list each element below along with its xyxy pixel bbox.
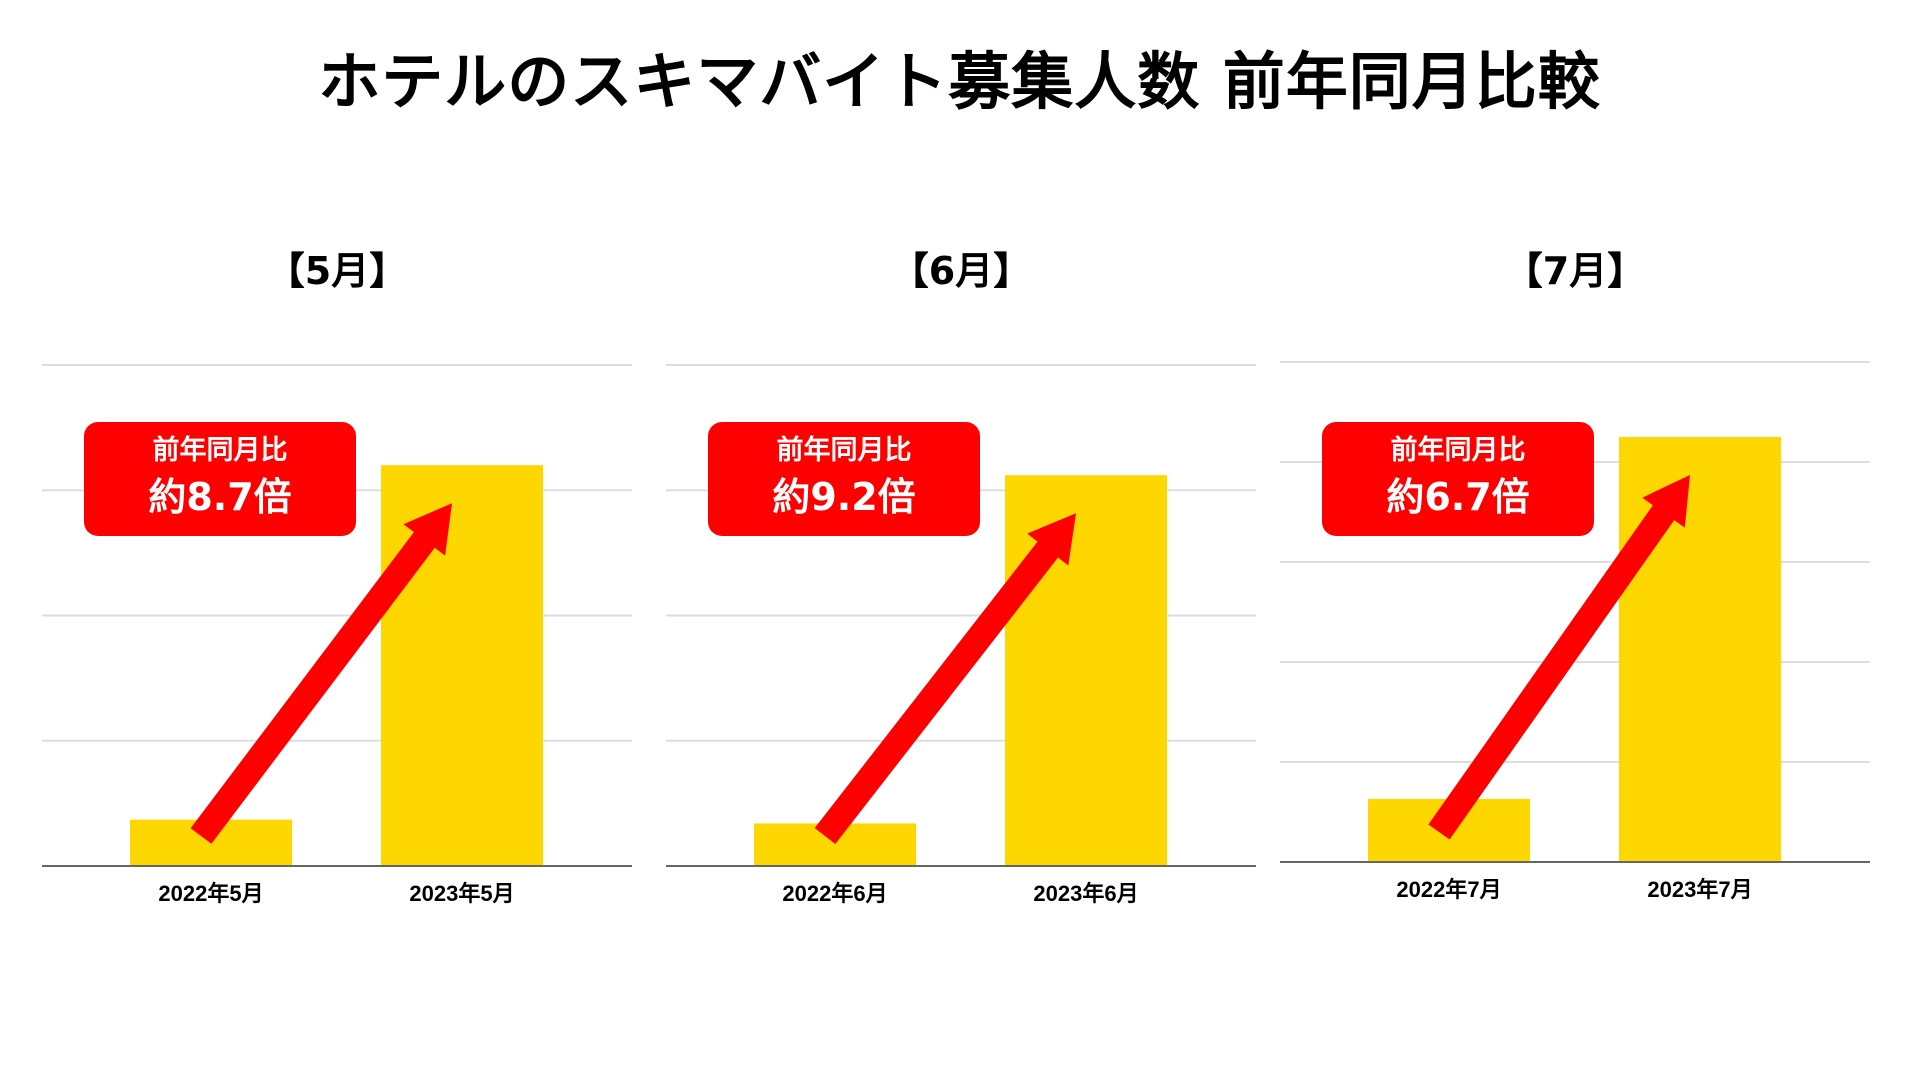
growth-arrow (814, 513, 1076, 844)
x-tick-label: 2022年6月 (782, 881, 887, 906)
bar-chart: 2022年6月 2023年6月 (666, 364, 1256, 906)
chart-panel-june: 【6月】 2022年6月 2023年6月 前年同月比 約9.2倍 (666, 0, 1256, 1080)
yoy-ratio-badge: 前年同月比 約6.7倍 (1322, 422, 1594, 536)
x-tick-label: 2023年6月 (1033, 881, 1138, 906)
page-title: ホテルのスキマバイト募集人数 前年同月比較 (318, 45, 1601, 118)
chart-panel-may: 【5月】 2022年5月 2023年5月 前年同月比 約8.7倍 (42, 0, 632, 1080)
growth-arrow (1428, 475, 1690, 840)
x-tick-label: 2023年7月 (1647, 877, 1752, 902)
chart-panel-july: 【7月】 2022年7月 2023年7月 前年同月比 約6.7倍 (1280, 0, 1870, 1080)
bar-chart: 2022年7月 2023年7月 (1280, 361, 1870, 902)
bar (1619, 437, 1781, 862)
badge-value: 約9.2倍 (772, 475, 916, 519)
x-tick-label: 2022年5月 (158, 881, 263, 906)
chart-title: 【5月】 (266, 249, 408, 293)
badge-value: 約6.7倍 (1386, 475, 1530, 519)
bar-chart: 2022年5月 2023年5月 (42, 364, 632, 906)
yoy-ratio-badge: 前年同月比 約8.7倍 (84, 422, 356, 536)
badge-value: 約8.7倍 (148, 475, 292, 519)
x-tick-label: 2023年5月 (409, 881, 514, 906)
chart-title: 【7月】 (1504, 249, 1646, 293)
growth-arrow (190, 503, 452, 844)
bar (381, 465, 543, 866)
badge-label: 前年同月比 (152, 435, 288, 466)
badge-label: 前年同月比 (1390, 435, 1526, 466)
bar (1005, 475, 1167, 866)
yoy-ratio-badge: 前年同月比 約9.2倍 (708, 422, 980, 536)
x-tick-label: 2022年7月 (1396, 877, 1501, 902)
chart-title: 【6月】 (890, 249, 1032, 293)
badge-label: 前年同月比 (776, 435, 912, 466)
